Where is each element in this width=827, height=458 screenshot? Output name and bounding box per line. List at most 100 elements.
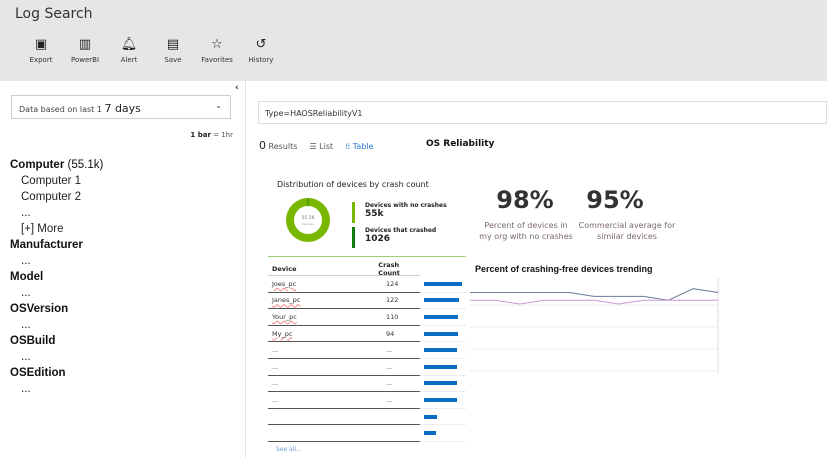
crash-count-cell: 94 [386,326,420,343]
crash-bar [424,298,460,303]
facet-osbuild[interactable]: OSBuild [10,335,56,347]
device-cell [268,425,386,442]
crash-table: Device Crash Count Joes_pc 124 Janes_pc 122 Y… [268,260,466,457]
powerbi-button[interactable]: ▥ PowerBI [63,37,107,64]
facet-value[interactable]: ... [21,351,31,363]
trend-title: Percent of crashing-free devices trendin… [475,264,653,274]
crash-bar [424,348,458,353]
crash-bar [424,431,437,436]
history-button[interactable]: ↺ History [239,37,283,64]
bar-scale: 1 bar = 1hr [190,131,233,139]
crash-count-cell: ... [386,392,420,409]
star-icon: ☆ [211,37,223,52]
kpi-value: 95% [586,186,644,214]
results-count: 0 [259,139,266,152]
list-icon: ☰ [309,142,317,151]
crash-bar [424,381,458,386]
table-row[interactable]: Your_pc 110 [268,309,466,326]
device-cell [268,409,386,426]
range-prefix: Data based on last 1 [19,105,102,114]
facet-value[interactable]: ... [21,287,31,299]
legend-crashed: Devices that crashed 1026 [352,227,436,248]
table-header: Device Crash Count [268,260,420,277]
kpi-value: 98% [496,186,554,214]
device-cell: ... [268,359,386,376]
facet-value[interactable]: ... [21,383,31,395]
alert-button[interactable]: 🔔︎ Alert [107,37,151,64]
powerbi-icon: ▥ [78,37,92,52]
table-row[interactable]: ...... [268,342,466,359]
device-cell: Janes_pc [268,293,386,310]
table-row[interactable]: ...... [268,376,466,393]
header-crash-count: Crash Count [378,260,400,277]
crash-count-cell: 122 [386,293,420,310]
facet-manufacturer[interactable]: Manufacturer [10,239,83,251]
table-row[interactable]: ...... [268,392,466,409]
crash-count-cell: ... [386,376,420,393]
results-bar: 0 Results ☰ List ⁞⁞ Table [259,139,373,152]
table-row[interactable] [268,409,466,426]
query-input[interactable]: Type=HAOSReliabilityV1 [258,101,827,124]
table-row[interactable]: Janes_pc 122 [268,293,466,310]
export-label: Export [29,56,53,64]
divider [268,256,466,257]
alert-label: Alert [120,56,138,64]
facet-value[interactable]: ... [21,255,31,267]
dashboard-title: OS Reliability [426,139,495,149]
save-label: Save [164,56,182,64]
crash-count-cell: 124 [386,276,420,293]
donut-chart: 55.1K Devices [286,198,330,242]
facet-value[interactable]: ... [21,207,31,219]
device-cell: My_pc [268,326,386,343]
device-cell: ... [268,376,386,393]
chevron-down-icon: ⌄ [215,101,222,110]
results-label: Results [268,142,298,151]
facet-osedition[interactable]: OSEdition [10,367,66,379]
left-panel [0,81,246,458]
facet-value[interactable]: Computer 2 [21,191,82,203]
collapse-panel-icon[interactable]: ‹ [235,83,239,93]
table-icon: ⁞⁞ [345,142,351,151]
table-row[interactable]: ...... [268,359,466,376]
bell-icon: 🔔︎ [120,37,138,52]
crash-bar [424,281,462,286]
device-cell: ... [268,392,386,409]
facet-computer[interactable]: Computer (55.1k) [10,159,104,171]
header-device: Device [272,264,297,273]
legend-no-crashes: Devices with no crashes 55k [352,202,447,223]
crash-bar [424,331,459,336]
facet-value[interactable]: ... [21,319,31,331]
favorites-button[interactable]: ☆ Favorites [195,37,239,64]
save-icon: ▤ [166,37,180,52]
table-row[interactable]: Joes_pc 124 [268,276,466,293]
list-view-button[interactable]: ☰ List [309,142,334,151]
time-range-dropdown[interactable]: Data based on last 1 7 days ⌄ [11,95,231,119]
facet-value[interactable]: [+] More [21,223,64,235]
table-row[interactable] [268,425,466,442]
crash-bar [424,397,457,402]
header: Log Search ▣ Export ▥ PowerBI 🔔︎ Alert ▤ Sav… [0,0,827,81]
crash-bar [424,314,459,319]
table-view-button[interactable]: ⁞⁞ Table [345,142,374,151]
crash-count-cell [386,409,420,426]
crash-count-cell: 110 [386,309,420,326]
kpi-caption: Commercial average for similar devices [578,221,676,241]
see-all-link[interactable]: See all... [276,445,302,453]
crash-bar [424,364,458,369]
distribution-title: Distribution of devices by crash count [277,180,429,189]
facet-list: Computer (55.1k) Computer 1 Computer 2... [… [10,157,103,397]
facet-osversion[interactable]: OSVersion [10,303,69,315]
trend-series-1 [470,299,718,305]
facet-value[interactable]: Computer 1 [21,175,82,187]
history-label: History [248,56,274,64]
table-row[interactable]: My_pc 94 [268,326,466,343]
donut-center-value: 55.1K [302,215,316,221]
donut-center-label: Devices [302,222,314,226]
range-value: 7 days [104,102,141,115]
export-button[interactable]: ▣ Export [19,37,63,64]
save-button[interactable]: ▤ Save [151,37,195,64]
trend-series-0 [470,288,719,301]
history-icon: ↺ [255,37,267,52]
facet-model[interactable]: Model [10,271,44,283]
device-cell: Your_pc [268,309,386,326]
